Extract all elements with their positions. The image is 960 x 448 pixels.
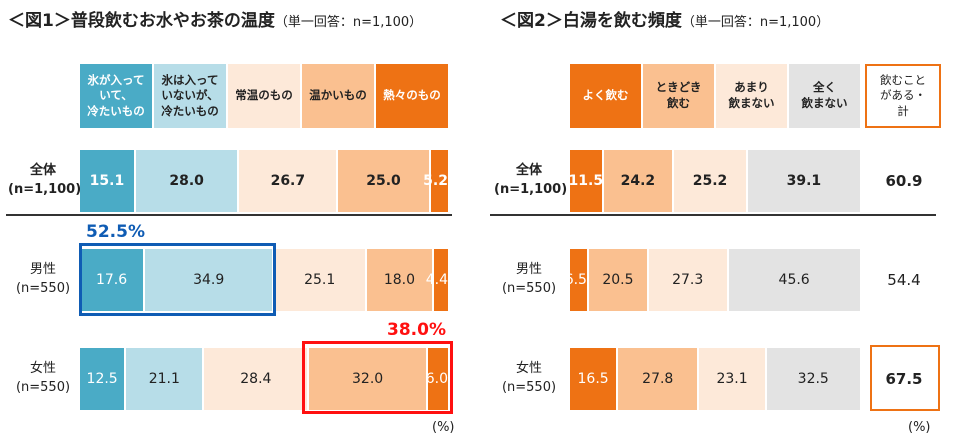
total-value: 54.4: [887, 271, 921, 289]
chart2-title: ＜図2＞白湯を飲む頻度（単一回答：n=1,100）: [500, 11, 830, 31]
chart1-unit: (%): [432, 420, 455, 435]
legend-item: あまり 飲まない: [716, 64, 789, 128]
bar-segment: 25.2: [674, 150, 748, 212]
bar-segment: 32.5: [766, 348, 862, 410]
bar-segment: 6.0: [426, 348, 450, 410]
bar-segment: 18.0: [367, 249, 434, 311]
bar-segment: 21.1: [126, 348, 205, 410]
legend-item: よく飲む: [570, 64, 643, 128]
total-value: 67.5: [885, 370, 923, 388]
row-label: 女性 (n=550): [15, 361, 71, 395]
bar-segment: 15.1: [80, 150, 136, 212]
chart2-divider: [490, 214, 936, 216]
bar-segment: 24.2: [603, 150, 675, 212]
row-label: 全体 (n=1,100): [494, 163, 568, 197]
row-label: 男性 (n=550): [501, 262, 557, 296]
row-label: 男性 (n=550): [15, 262, 71, 296]
bar-segment: 28.4: [204, 348, 310, 410]
legend-item: 温かいもの: [302, 64, 376, 128]
bar-segment: 17.6: [80, 249, 146, 311]
highlight-box-total: [870, 345, 940, 411]
chart1-title: ＜図1＞普段飲むお水やお茶の温度（単一回答：n=1,100）: [8, 11, 423, 31]
legend-total: 飲むこと がある・ 計: [865, 64, 941, 128]
bar-segment: 26.7: [239, 150, 339, 212]
bar-segment: 27.3: [648, 249, 729, 311]
bar-segment: 39.1: [747, 150, 862, 212]
legend-item: 氷は入って いないが、 冷たいもの: [154, 64, 228, 128]
annotation-cold: 52.5%: [86, 222, 145, 242]
row-label: 全体 (n=1,100): [8, 163, 82, 197]
bar-segment: 5.2: [423, 150, 450, 212]
highlight-box-hot: [302, 341, 453, 414]
bar-segment: 45.6: [728, 249, 862, 311]
bar-segment: 32.0: [309, 348, 428, 410]
legend-item: 熱々のもの: [376, 64, 450, 128]
bar-segment: 16.5: [570, 348, 619, 410]
legend-item: 全く 飲まない: [789, 64, 862, 128]
highlight-box-cold: [79, 243, 276, 316]
legend-item: 氷が入って いて、 冷たいもの: [80, 64, 154, 128]
row-label: 女性 (n=550): [501, 361, 557, 395]
bar-segment: 27.8: [618, 348, 700, 410]
legend-item: ときどき 飲む: [643, 64, 716, 128]
bar-segment: 25.1: [274, 249, 368, 311]
bar-segment: 28.0: [135, 150, 240, 212]
annotation-hot: 38.0%: [387, 320, 446, 340]
bar-segment: 4.4: [426, 249, 450, 311]
bar-segment: 23.1: [699, 348, 767, 410]
bar-segment: 6.5: [565, 249, 589, 311]
bar-segment: 20.5: [588, 249, 649, 311]
chart2-unit: (%): [908, 420, 931, 435]
chart1-divider: [6, 214, 452, 216]
bar-segment: 12.5: [80, 348, 127, 410]
total-value: 60.9: [885, 172, 923, 190]
legend-item: 常温のもの: [228, 64, 302, 128]
bar-segment: 25.0: [338, 150, 431, 212]
bar-segment: 11.5: [569, 150, 604, 212]
